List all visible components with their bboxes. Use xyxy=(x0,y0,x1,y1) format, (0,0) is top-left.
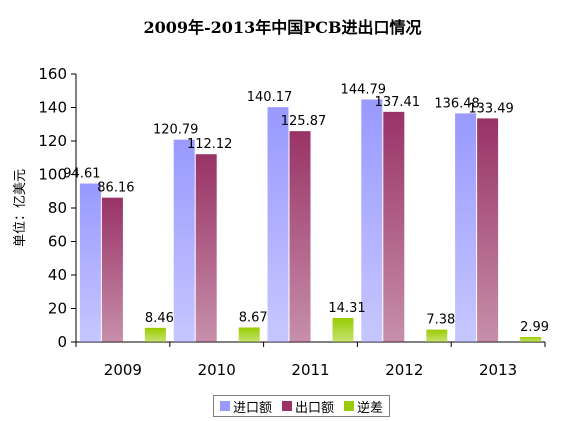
bar-出口额-2010 xyxy=(195,154,217,342)
data-label: 140.17 xyxy=(247,90,293,105)
legend-item: 进口额 xyxy=(220,397,272,416)
data-label: 2.99 xyxy=(520,320,549,335)
chart-title: 2009年-2013年中国PCB进出口情况 xyxy=(143,18,422,37)
y-tick-label: 100 xyxy=(38,166,67,184)
data-label: 94.61 xyxy=(63,167,100,182)
data-label: 7.38 xyxy=(426,313,455,328)
data-label: 136.48 xyxy=(434,96,480,111)
bar-逆差-2011 xyxy=(332,318,354,342)
bar-进口额-2011 xyxy=(267,107,289,343)
bar-进口额-2013 xyxy=(455,113,477,343)
x-tick-label: 2010 xyxy=(198,361,236,379)
y-tick-label: 20 xyxy=(48,300,67,318)
bar-逆差-2009 xyxy=(144,327,166,342)
x-tick-label: 2011 xyxy=(291,361,329,379)
data-label: 125.87 xyxy=(281,114,327,129)
legend-item: 出口额 xyxy=(282,397,334,416)
bar-出口额-2009 xyxy=(101,197,123,342)
y-tick-label: 60 xyxy=(48,233,67,251)
y-axis-title: 单位：亿美元 xyxy=(13,169,28,247)
bar-逆差-2013 xyxy=(520,336,542,342)
data-label: 112.12 xyxy=(187,137,233,152)
legend-label: 进口额 xyxy=(233,400,273,416)
data-label: 137.41 xyxy=(375,95,421,110)
y-tick-label: 40 xyxy=(48,266,67,284)
y-tick-label: 140 xyxy=(38,99,67,117)
legend-label: 逆差 xyxy=(357,400,384,416)
data-label: 86.16 xyxy=(97,181,134,196)
legend-swatch xyxy=(344,401,355,411)
y-tick-label: 0 xyxy=(57,333,67,351)
data-label: 8.67 xyxy=(239,310,268,325)
y-tick-label: 120 xyxy=(38,132,67,150)
bar-逆差-2010 xyxy=(238,327,260,342)
bar-进口额-2010 xyxy=(173,139,195,342)
bar-逆差-2012 xyxy=(426,329,448,342)
legend-swatch xyxy=(282,401,293,411)
legend-item: 逆差 xyxy=(344,397,383,416)
bar-出口额-2013 xyxy=(477,118,499,342)
bar-出口额-2012 xyxy=(383,111,405,342)
x-tick-label: 2009 xyxy=(104,361,142,379)
x-tick-label: 2012 xyxy=(385,361,423,379)
bar-出口额-2011 xyxy=(289,131,311,342)
bar-进口额-2009 xyxy=(79,183,101,342)
legend-label: 出口额 xyxy=(295,400,335,416)
x-tick-label: 2013 xyxy=(479,361,517,379)
data-label: 14.31 xyxy=(328,301,365,316)
y-tick-label: 160 xyxy=(38,65,67,83)
data-label: 8.46 xyxy=(145,311,174,326)
chart-legend: 进口额 出口额 逆差 xyxy=(213,395,391,417)
bar-进口额-2012 xyxy=(361,99,383,343)
y-tick-label: 80 xyxy=(48,199,67,217)
data-label: 133.49 xyxy=(468,101,514,116)
legend-swatch xyxy=(220,401,230,411)
data-label: 120.79 xyxy=(153,123,199,138)
data-label: 144.79 xyxy=(341,82,387,97)
